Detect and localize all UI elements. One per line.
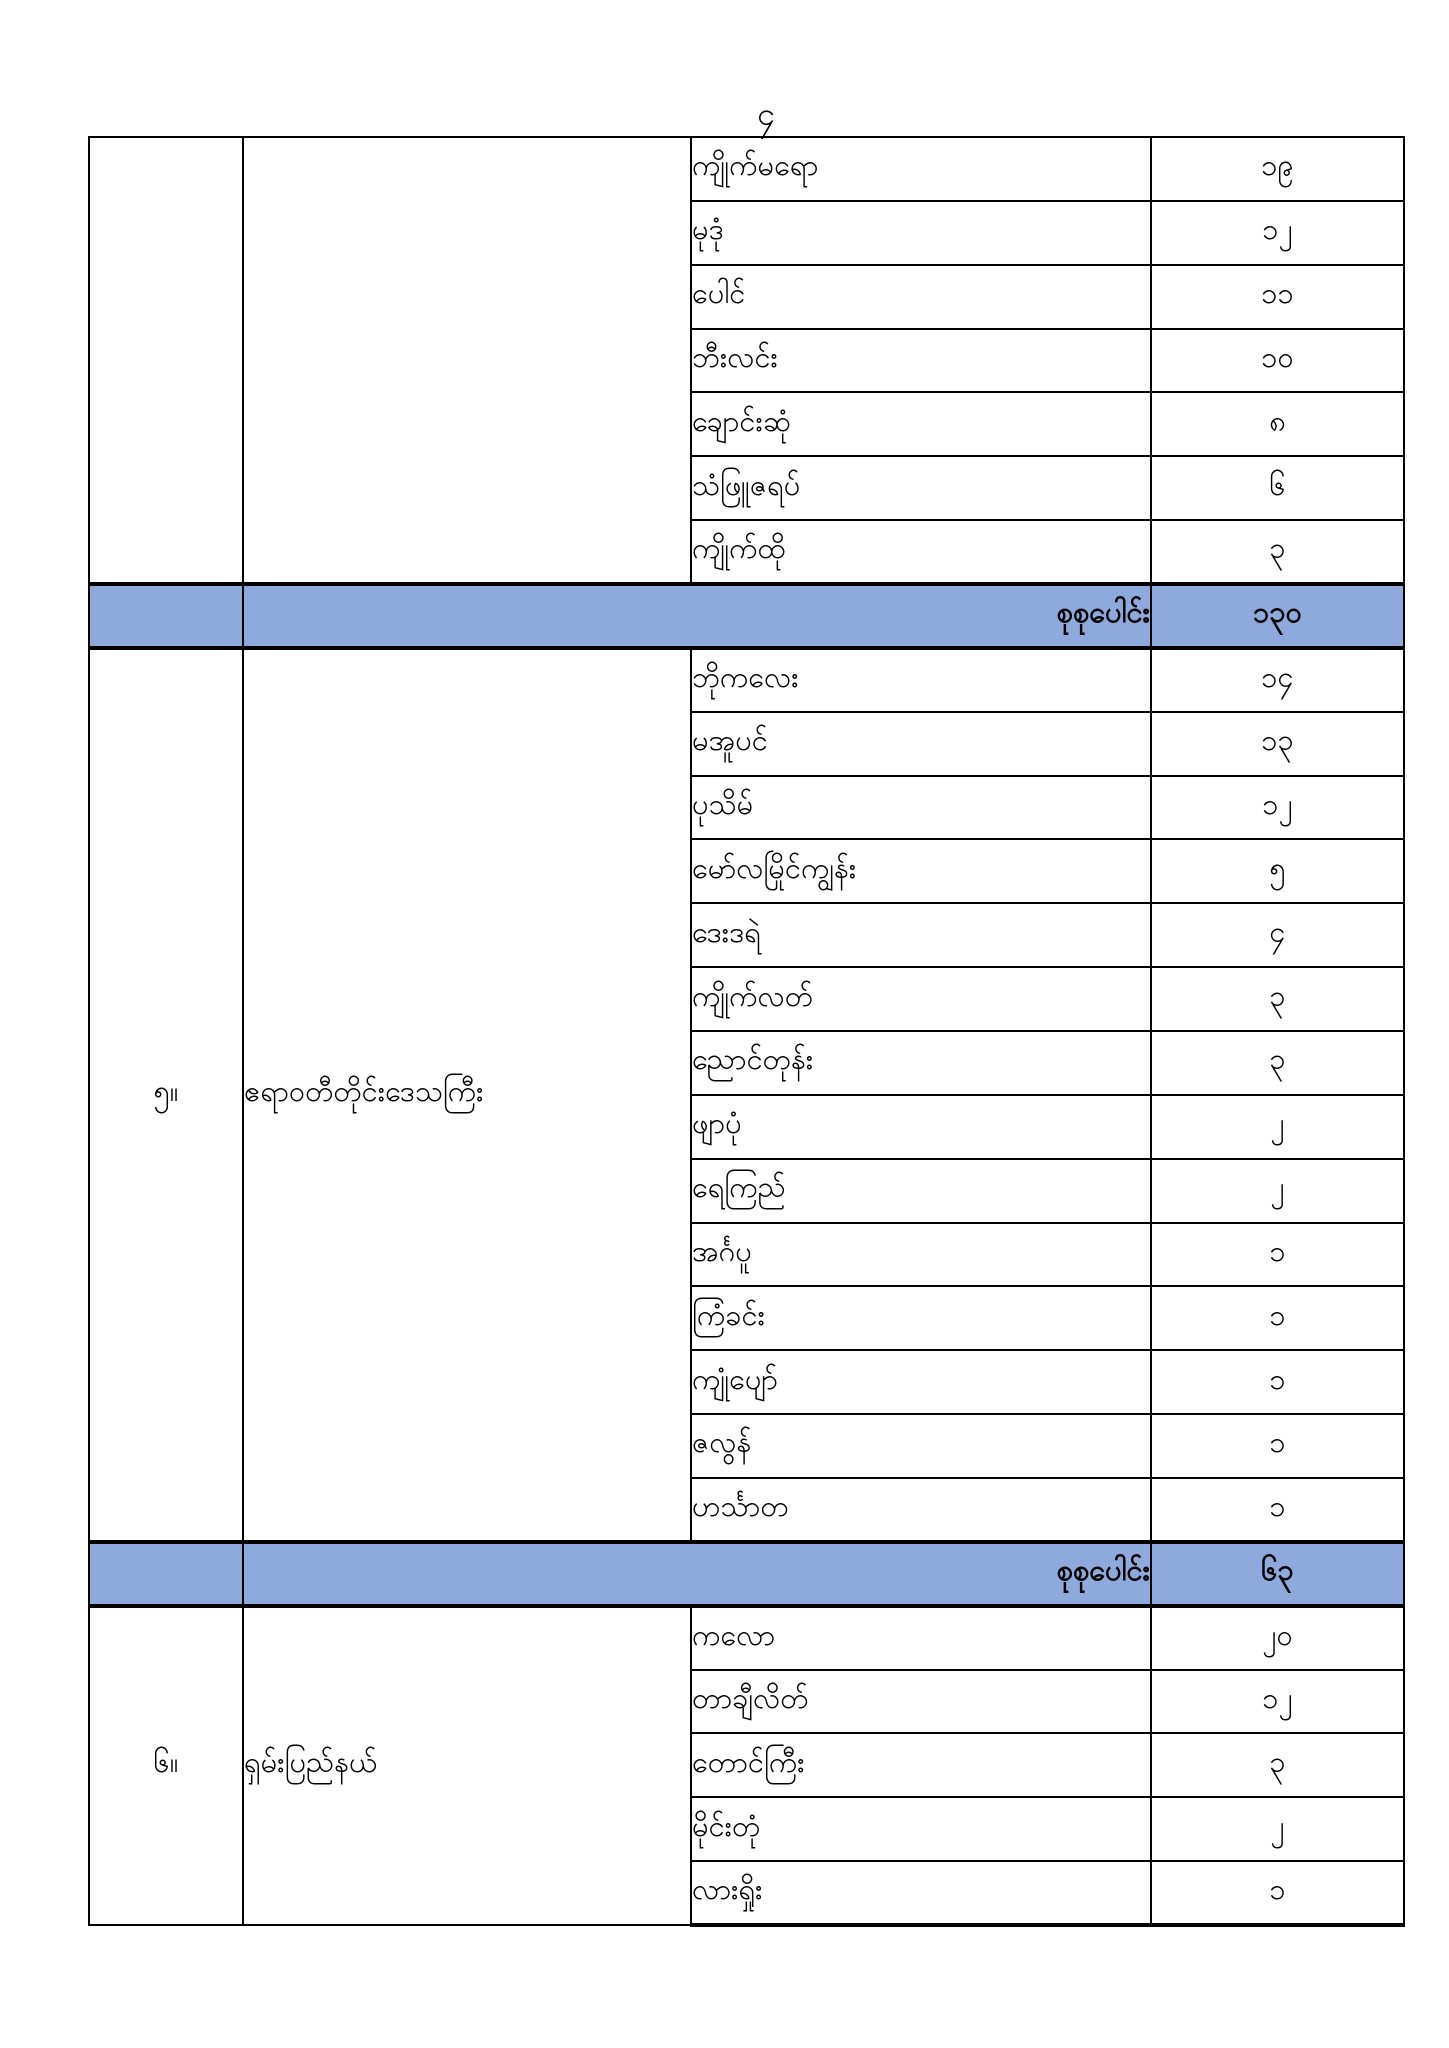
table-row: တာချီလိတ် ၁၂ bbox=[89, 1668, 1405, 1735]
table-row: မုဒုံ ၁၂ bbox=[89, 199, 1405, 266]
count-cell: ၁ bbox=[1150, 1860, 1405, 1927]
count-cell: ၁၂ bbox=[1150, 199, 1405, 266]
township-cell: တောင်ကြီး bbox=[690, 1732, 1152, 1799]
township-cell: ပေါင် bbox=[690, 263, 1152, 330]
region-name-cell: ဧရာဝတီတိုင်းဒေသကြီး bbox=[242, 646, 692, 1543]
township-cell: ကျုံပျော် bbox=[690, 1349, 1152, 1416]
count-cell: ၁၄ bbox=[1150, 646, 1405, 713]
table-row: ချောင်းဆုံ၈ bbox=[89, 391, 1405, 458]
region-name-cell bbox=[242, 136, 692, 585]
township-cell: ဖျာပုံ bbox=[690, 1093, 1152, 1160]
section-number-cell: ၅။ bbox=[88, 646, 244, 1543]
total-row: စုစုပေါင်း ၆၃ bbox=[88, 1539, 1405, 1608]
table-row: တောင်ကြီး၃ bbox=[89, 1732, 1405, 1799]
count-cell: ၂၀ bbox=[1150, 1604, 1405, 1671]
township-cell: မော်လမြိုင်ကျွန်း bbox=[690, 838, 1152, 905]
count-cell: ၁၀ bbox=[1150, 327, 1405, 394]
total-row-spacer-cell bbox=[88, 1539, 244, 1608]
count-cell: ၁၃ bbox=[1150, 710, 1405, 777]
township-cell: မအူပင် bbox=[690, 710, 1152, 777]
count-cell: ၁၂ bbox=[1150, 1668, 1405, 1735]
township-cell: ဇလွန် bbox=[690, 1413, 1152, 1479]
table-row: ဖျာပုံ၂ bbox=[89, 1093, 1405, 1160]
total-row-spacer-cell bbox=[88, 581, 244, 650]
section-number-cell bbox=[88, 136, 244, 585]
table-row: သံဖြူဇရပ်၆ bbox=[89, 455, 1405, 522]
table-row: ကျိုက်မရော ၁၉ bbox=[88, 136, 1405, 585]
township-cell: မိုင်းတုံ bbox=[690, 1796, 1152, 1863]
total-label-cell: စုစုပေါင်း bbox=[242, 581, 1152, 650]
table-row: ဒေးဒရဲ၄ bbox=[89, 902, 1405, 969]
table-row: ၅။ ဧရာဝတီတိုင်းဒေသကြီး ဘိုကလေး ၁၄ bbox=[88, 646, 1405, 1543]
count-cell: ၁ bbox=[1150, 1476, 1405, 1543]
township-cell: ကျိုက်လတ် bbox=[690, 966, 1152, 1032]
table-row: ၆။ ရှမ်းပြည်နယ် ကလော ၂၀ bbox=[88, 1604, 1405, 1926]
count-cell: ၁ bbox=[1150, 1285, 1405, 1352]
table-row: ဇလွန်၁ bbox=[89, 1413, 1405, 1479]
table-row: ကြံခင်း၁ bbox=[89, 1285, 1405, 1352]
township-cell: ရေကြည် bbox=[690, 1157, 1152, 1224]
table-row: မော်လမြိုင်ကျွန်း၅ bbox=[89, 838, 1405, 905]
table-row: ကျိုက်ထို၃ bbox=[89, 519, 1405, 585]
township-cell: ဟင်္သာတ bbox=[690, 1476, 1152, 1543]
township-cell: အင်္ဂပူ bbox=[690, 1221, 1152, 1288]
count-cell: ၁ bbox=[1150, 1413, 1405, 1479]
township-cell: မုဒုံ bbox=[690, 199, 1152, 266]
township-cell: ကြံခင်း bbox=[690, 1285, 1152, 1352]
table-row: အင်္ဂပူ၁ bbox=[89, 1221, 1405, 1288]
count-cell: ၃ bbox=[1150, 966, 1405, 1032]
table-row: ညောင်တုန်း၃ bbox=[89, 1029, 1405, 1096]
count-cell: ၈ bbox=[1150, 391, 1405, 458]
township-cell: သံဖြူဇရပ် bbox=[690, 455, 1152, 522]
count-cell: ၃ bbox=[1150, 519, 1405, 585]
townships-table: ကျိုက်မရော ၁၉ မုဒုံ ၁၂ ပေါင် ၁၁ ဘီးလင်း ၁၀ ချောင… bbox=[88, 136, 1405, 1927]
table-row: ကျိုက်လတ်၃ bbox=[89, 966, 1405, 1032]
count-cell: ၁၂ bbox=[1150, 774, 1405, 841]
township-cell: တာချီလိတ် bbox=[690, 1668, 1152, 1735]
table-row: ပုသိမ် ၁၂ bbox=[89, 774, 1405, 841]
township-cell: ညောင်တုန်း bbox=[690, 1029, 1152, 1096]
count-cell: ၃ bbox=[1150, 1732, 1405, 1799]
township-cell: ချောင်းဆုံ bbox=[690, 391, 1152, 458]
count-cell: ၁ bbox=[1150, 1349, 1405, 1416]
region-name-cell: ရှမ်းပြည်နယ် bbox=[242, 1604, 692, 1926]
township-cell: ကျိုက်ထို bbox=[690, 519, 1152, 585]
township-cell: ဒေးဒရဲ bbox=[690, 902, 1152, 969]
total-count-cell: ၁၃၀ bbox=[1150, 581, 1405, 650]
table-row: ရေကြည်၂ bbox=[89, 1157, 1405, 1224]
table-row: မိုင်းတုံ၂ bbox=[89, 1796, 1405, 1863]
count-cell: ၄ bbox=[1150, 902, 1405, 969]
total-row: စုစုပေါင်း ၁၃၀ bbox=[88, 581, 1405, 650]
total-label-cell: စုစုပေါင်း bbox=[242, 1539, 1152, 1608]
count-cell: ၅ bbox=[1150, 838, 1405, 905]
table-row: လားရှိုး၁ bbox=[89, 1860, 1405, 1927]
table-row: ဘီးလင်း ၁၀ bbox=[89, 327, 1405, 394]
township-cell: ကျိုက်မရော bbox=[690, 136, 1152, 202]
township-cell: ဘီးလင်း bbox=[690, 327, 1152, 394]
count-cell: ၁၁ bbox=[1150, 263, 1405, 330]
township-cell: လားရှိုး bbox=[690, 1860, 1152, 1927]
table-body: ကျိုက်မရော ၁၉ မုဒုံ ၁၂ ပေါင် ၁၁ ဘီးလင်း ၁၀ ချောင… bbox=[88, 136, 1405, 1927]
count-cell: ၁၉ bbox=[1150, 136, 1405, 202]
table-row: ဟင်္သာတ၁ bbox=[89, 1476, 1405, 1543]
count-cell: ၁ bbox=[1150, 1221, 1405, 1288]
table-row: မအူပင် ၁၃ bbox=[89, 710, 1405, 777]
table-row: ကျုံပျော်၁ bbox=[89, 1349, 1405, 1416]
count-cell: ၂ bbox=[1150, 1796, 1405, 1863]
count-cell: ၂ bbox=[1150, 1157, 1405, 1224]
township-cell: ကလော bbox=[690, 1604, 1152, 1671]
total-count-cell: ၆၃ bbox=[1150, 1539, 1405, 1608]
count-cell: ၃ bbox=[1150, 1029, 1405, 1096]
township-cell: ပုသိမ် bbox=[690, 774, 1152, 841]
page-number: ၄ bbox=[757, 96, 775, 132]
count-cell: ၂ bbox=[1150, 1093, 1405, 1160]
table-row: ပေါင် ၁၁ bbox=[89, 263, 1405, 330]
count-cell: ၆ bbox=[1150, 455, 1405, 522]
township-cell: ဘိုကလေး bbox=[690, 646, 1152, 713]
section-number-cell: ၆။ bbox=[88, 1604, 244, 1926]
